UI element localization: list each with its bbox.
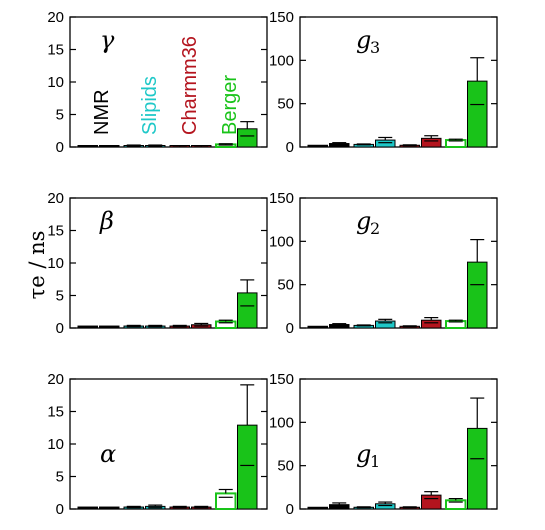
y-tick-label: 0 — [56, 501, 64, 518]
panel-label: α — [100, 440, 116, 468]
y-tick-label: 10 — [47, 255, 64, 272]
panel-label-subscript: 3 — [370, 38, 380, 57]
y-tick-label: 5 — [56, 107, 64, 124]
bar-berger-1 — [215, 492, 237, 510]
bar-nmr-2 — [99, 506, 120, 510]
bar-nmr-2 — [99, 325, 120, 329]
bar-berger-2 — [467, 427, 488, 510]
panel-label-subscript: 1 — [370, 452, 380, 471]
bar-nmr-1 — [77, 145, 98, 148]
y-tick-label: 100 — [269, 414, 294, 431]
y-tick-label: 15 — [47, 223, 64, 240]
y-axis-label: τe / ns — [25, 231, 49, 300]
bar-charmm36-2 — [421, 494, 442, 510]
bar-charmm36-2 — [421, 137, 442, 148]
y-tick-label: 150 — [269, 371, 294, 388]
legend-label-charmm36: Charmm36 — [179, 36, 201, 135]
bar-nmr-1 — [307, 325, 328, 329]
panel-label: g — [356, 26, 371, 54]
bar-berger-2 — [237, 292, 258, 329]
legend-label-berger: Berger — [219, 75, 241, 135]
panel-6: 0 50 100 150 g1 — [269, 371, 498, 518]
panel-label-subscript: 2 — [370, 219, 380, 238]
y-tick-label: 15 — [47, 42, 64, 59]
panel-4: 0 50 100 150 g2 — [269, 190, 498, 337]
y-tick-label: 20 — [47, 190, 64, 207]
plot-frame — [299, 16, 498, 148]
bar-berger-2 — [237, 424, 258, 510]
y-tick-label: 50 — [277, 96, 294, 113]
y-tick-label: 100 — [269, 233, 294, 250]
legend-label-slipids: Slipids — [139, 76, 161, 135]
bar-charmm36-2 — [421, 319, 442, 329]
bar-slipids-2 — [375, 320, 396, 329]
bar-nmr-1 — [307, 144, 328, 148]
panel-label: g — [356, 440, 371, 468]
bar-nmr-1 — [77, 325, 98, 329]
y-tick-label: 150 — [269, 9, 294, 26]
y-tick-label: 100 — [269, 52, 294, 69]
legend-label-nmr: NMR — [91, 89, 113, 135]
panel-2: 0 50 100 150 g3 — [269, 9, 498, 156]
y-tick-label: 0 — [286, 501, 294, 518]
y-tick-label: 5 — [56, 469, 64, 486]
y-tick-label: 150 — [269, 190, 294, 207]
y-tick-label: 50 — [277, 277, 294, 294]
panel-label: g — [356, 207, 371, 235]
bar-nmr-1 — [77, 506, 98, 510]
panel-1: 0 5 10 15 20 γ — [47, 9, 268, 156]
bar-berger-2 — [467, 261, 488, 329]
y-tick-label: 0 — [56, 320, 64, 337]
y-tick-label: 10 — [47, 436, 64, 453]
y-tick-label: 0 — [286, 139, 294, 156]
y-tick-label: 10 — [47, 74, 64, 91]
bar-nmr-2 — [99, 145, 120, 148]
y-tick-label: 0 — [56, 139, 64, 156]
y-tick-label: 5 — [56, 288, 64, 305]
y-tick-label: 50 — [277, 458, 294, 475]
panels: 05101520γ050100150g305101520β050100150g2… — [47, 9, 498, 518]
plot-frame — [299, 378, 498, 510]
bar-berger-2 — [467, 80, 488, 148]
bar-slipids-2 — [375, 503, 396, 510]
panel-label: β — [99, 207, 114, 235]
panel-5: 0 5 10 15 20 α — [47, 371, 268, 518]
y-tick-label: 15 — [47, 404, 64, 421]
bar-slipids-2 — [375, 139, 396, 148]
panel-label: γ — [100, 26, 115, 54]
y-tick-label: 20 — [47, 371, 64, 388]
panel-3: 0 5 10 15 20 β — [47, 190, 268, 337]
y-tick-label: 0 — [286, 320, 294, 337]
y-tick-label: 20 — [47, 9, 64, 26]
bar-nmr-1 — [307, 506, 328, 510]
plot-frame — [299, 197, 498, 329]
